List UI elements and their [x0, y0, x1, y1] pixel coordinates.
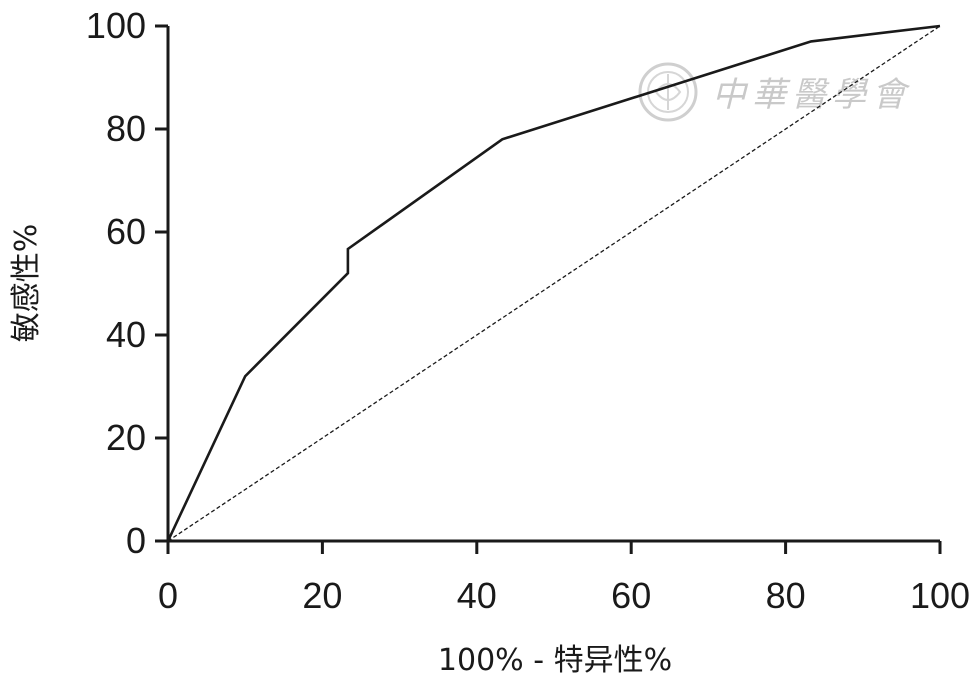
- x-tick-label: 100: [910, 575, 970, 616]
- x-tick-label: 60: [611, 575, 651, 616]
- roc-curve-line: [166, 24, 941, 542]
- x-tick-label: 80: [766, 575, 806, 616]
- y-tick-label: 100: [86, 5, 146, 46]
- axes: 0 20 40 60 80 100 0 20 40 60 80 100: [86, 5, 970, 616]
- x-tick-label: 20: [302, 575, 342, 616]
- y-tick-label: 80: [106, 108, 146, 149]
- y-tick-label: 60: [106, 211, 146, 252]
- y-tick-label: 0: [126, 520, 146, 561]
- x-tick-label: 0: [158, 575, 178, 616]
- reference-diagonal-line: [167, 25, 941, 542]
- watermark-seal-icon: [638, 62, 698, 122]
- x-tick-label: 40: [457, 575, 497, 616]
- plot-area: [166, 24, 941, 542]
- y-tick-label: 40: [106, 314, 146, 355]
- x-axis-title: 100% - 特异性%: [438, 643, 672, 678]
- watermark: 中華醫學會: [638, 62, 912, 122]
- watermark-text: 中華醫學會: [712, 75, 912, 115]
- y-axis-title: 敏感性%: [9, 224, 44, 343]
- y-tick-label: 20: [106, 417, 146, 458]
